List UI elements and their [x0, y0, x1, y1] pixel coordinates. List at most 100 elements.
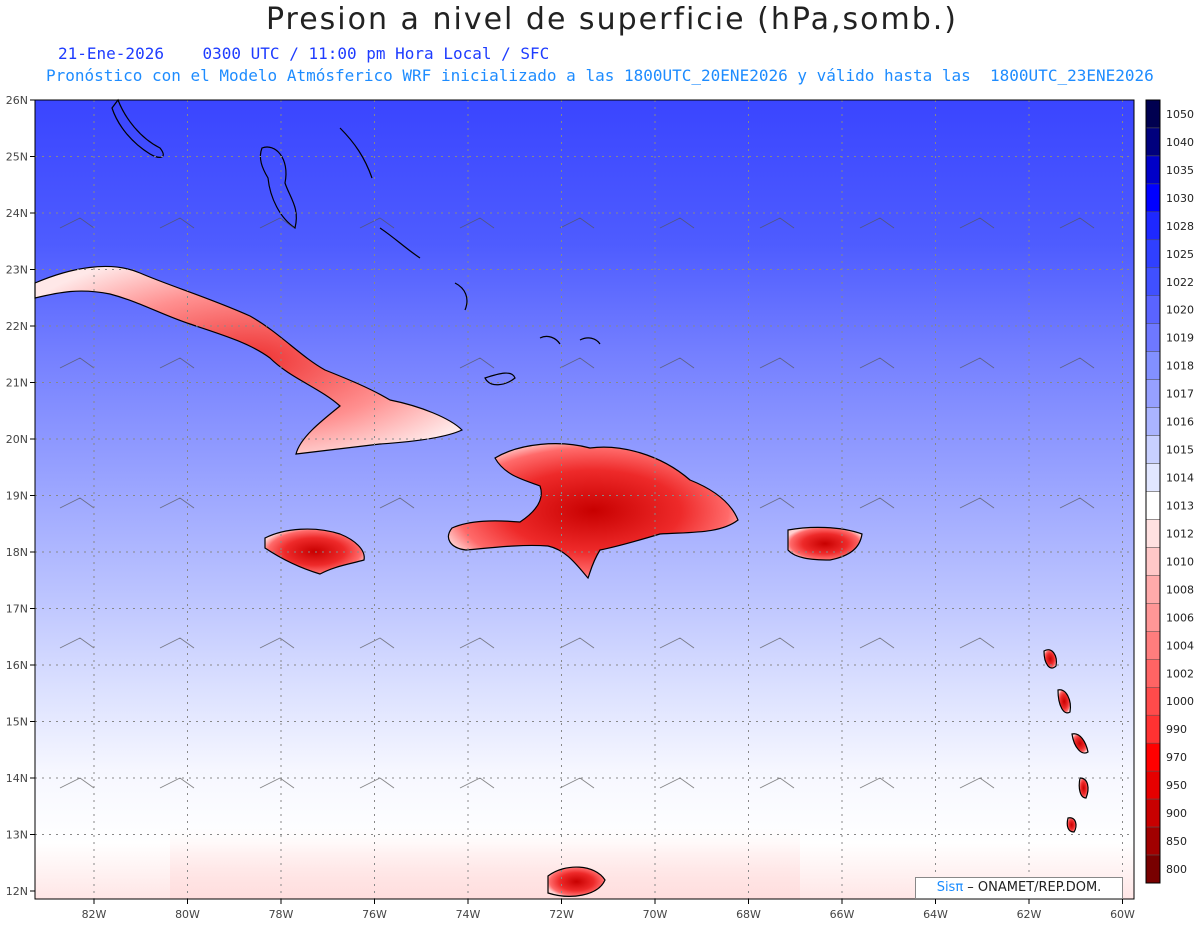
colorbar-swatch: [1145, 714, 1161, 744]
colorbar-frame: [1145, 99, 1161, 884]
colorbar-swatch: [1145, 631, 1161, 660]
lat-label: 14N: [6, 772, 28, 785]
lat-label: 18N: [6, 546, 28, 559]
colorbar-swatch: [1145, 183, 1161, 213]
colorbar-label: 1006: [1166, 611, 1194, 624]
lat-label: 21N: [6, 377, 28, 390]
colorbar-swatch: [1145, 826, 1161, 856]
colorbar-swatch: [1145, 99, 1161, 129]
lat-label: 22N: [6, 320, 28, 333]
low-pressure-band: [170, 828, 800, 899]
colorbar-swatch: [1145, 239, 1161, 269]
colorbar: 1050 1040 1035 1030 1028 1025 1022 1020 1019 1018…: [1145, 99, 1194, 884]
lat-label: 24N: [6, 207, 28, 220]
st-vincent: [1078, 777, 1089, 799]
st-lucia: [1071, 733, 1089, 754]
lat-label: 15N: [6, 716, 28, 729]
colorbar-swatch: [1145, 379, 1161, 408]
lat-label: 20N: [6, 433, 28, 446]
lon-label: 82W: [82, 908, 107, 921]
colorbar-swatch: [1145, 742, 1161, 772]
colorbar-label: 1016: [1166, 416, 1194, 429]
colorbar-swatch: [1145, 435, 1161, 464]
colorbar-label: 850: [1166, 835, 1187, 848]
lat-label: 25N: [6, 151, 28, 164]
grenada: [1066, 817, 1077, 833]
colorbar-swatch: [1145, 463, 1161, 492]
colorbar-label: 1019: [1166, 332, 1194, 345]
forecast-time: 0300 UTC / 11:00 pm Hora Local / SFC: [202, 44, 550, 63]
colorbar-swatch: [1145, 351, 1161, 380]
colorbar-label: 1000: [1166, 695, 1194, 708]
colorbar-swatch: [1145, 267, 1161, 297]
colorbar-label: 1010: [1166, 555, 1194, 568]
map-title: Presion a nivel de superficie (hPa,somb.…: [265, 2, 959, 37]
longitude-axis: 82W 80W 78W 76W 74W 72W 70W 68W 66W 64W 62W 60W: [82, 899, 1135, 921]
colorbar-swatch: [1145, 854, 1161, 884]
colorbar-swatch: [1145, 491, 1161, 520]
colorbar-label: 1017: [1166, 388, 1194, 401]
map-frame: [34, 99, 1135, 900]
lat-label: 12N: [6, 885, 28, 898]
lat-label: 13N: [6, 829, 28, 842]
date-time-line: 21-Ene-2026 0300 UTC / 11:00 pm Hora Loc…: [58, 44, 549, 63]
martinique: [1057, 689, 1071, 714]
colorbar-label: 970: [1166, 751, 1187, 764]
colorbar-label: 1025: [1166, 248, 1194, 261]
hispaniola: [447, 443, 739, 580]
lon-label: 72W: [549, 908, 574, 921]
colorbar-label: 1020: [1166, 304, 1194, 317]
colorbar-swatch: [1145, 407, 1161, 436]
cuba-west: [34, 265, 464, 455]
credit-box: Sisπ – ONAMET/REP.DOM.: [915, 877, 1123, 899]
pressure-map: 26N 25N 24N 23N 22N 21N 20N 19N 18N 17N 16N 15N 14N 1…: [6, 94, 1194, 921]
lat-label: 17N: [6, 603, 28, 616]
lat-label: 19N: [6, 490, 28, 503]
colorbar-label: 1022: [1166, 276, 1194, 289]
gridlines: [35, 100, 1134, 899]
colorbar-label: 1028: [1166, 220, 1194, 233]
lon-label: 68W: [736, 908, 761, 921]
lat-label: 16N: [6, 659, 28, 672]
colorbar-swatch: [1145, 127, 1161, 157]
colorbar-label: 1012: [1166, 527, 1194, 540]
colorbar-label: 990: [1166, 723, 1187, 736]
colorbar-label: 1008: [1166, 583, 1194, 596]
guadeloupe: [1043, 649, 1057, 669]
credit-brand: Sisπ: [936, 880, 964, 895]
colorbar-label: 1018: [1166, 360, 1194, 373]
colorbar-swatch: [1145, 798, 1161, 828]
colorbar-swatch: [1145, 155, 1161, 185]
colorbar-label: 1014: [1166, 472, 1194, 485]
lon-label: 78W: [269, 908, 294, 921]
colorbar-label: 1004: [1166, 639, 1194, 652]
colorbar-label: 900: [1166, 807, 1187, 820]
lon-label: 66W: [830, 908, 855, 921]
colorbar-label: 1040: [1166, 136, 1194, 149]
jamaica: [264, 528, 365, 575]
bahamas-andros: [259, 146, 297, 229]
latitude-axis: 26N 25N 24N 23N 22N 21N 20N 19N 18N 17N 16N 15N 14N 1…: [6, 94, 35, 898]
colorbar-label: 1002: [1166, 667, 1194, 680]
colorbar-label: 1035: [1166, 164, 1194, 177]
colorbar-label: 800: [1166, 863, 1187, 876]
colorbar-swatch: [1145, 211, 1161, 241]
colorbar-swatch: [1145, 603, 1161, 632]
colorbar-swatch: [1145, 547, 1161, 576]
colorbar-swatch: [1145, 770, 1161, 800]
lat-label: 23N: [6, 264, 28, 277]
south-coast-blob: [547, 866, 606, 897]
colorbar-label: 950: [1166, 779, 1187, 792]
colorbar-label: 1015: [1166, 444, 1194, 457]
lon-label: 64W: [923, 908, 948, 921]
forecast-date: 21-Ene-2026: [58, 44, 164, 63]
lon-label: 80W: [175, 908, 200, 921]
lon-label: 74W: [456, 908, 481, 921]
colorbar-label: 1013: [1166, 499, 1194, 512]
forecast-info: Pronóstico con el Modelo Atmósferico WRF…: [46, 66, 1154, 85]
colorbar-swatch: [1145, 295, 1161, 324]
colorbar-swatch: [1145, 323, 1161, 352]
colorbar-swatch: [1145, 687, 1161, 716]
lon-label: 76W: [362, 908, 387, 921]
lon-label: 60W: [1110, 908, 1135, 921]
